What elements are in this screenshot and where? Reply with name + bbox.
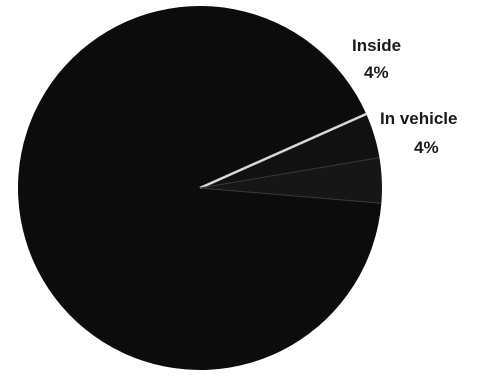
label-in-vehicle: In vehicle 4%	[380, 109, 457, 157]
label-in-vehicle-name: In vehicle	[380, 109, 457, 128]
label-inside-name: Inside	[352, 36, 401, 55]
slice-separator	[199, 112, 367, 190]
slice-separator	[199, 187, 382, 204]
label-inside: Inside 4%	[352, 36, 401, 82]
label-in-vehicle-percent: 4%	[414, 138, 439, 157]
pie-slice-in-vehicle	[200, 157, 382, 204]
slice-separator	[199, 157, 380, 189]
pie-slice-main	[17, 5, 382, 370]
label-inside-percent: 4%	[364, 63, 389, 82]
slice-separators	[199, 112, 382, 204]
pie-slice-inside	[200, 113, 380, 188]
pie-slices	[17, 5, 382, 370]
